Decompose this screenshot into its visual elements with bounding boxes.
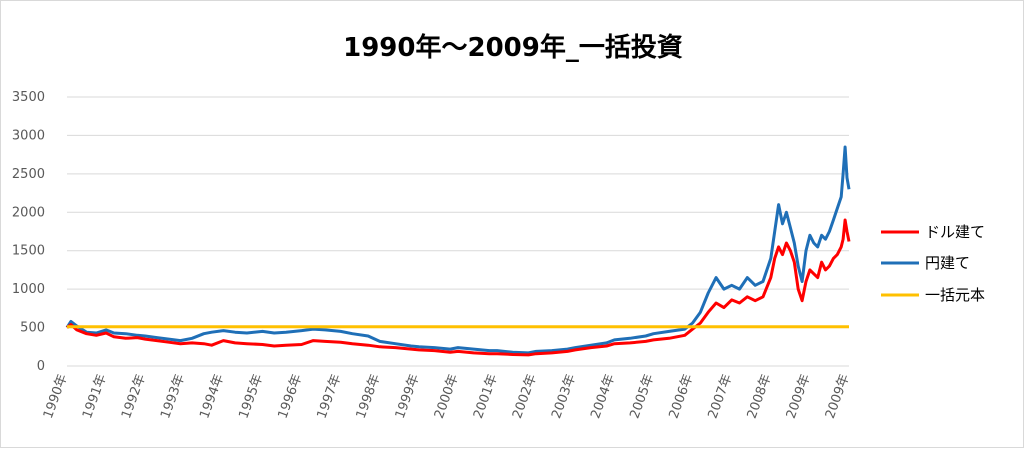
x-tick-label: 1993年 [158,372,188,420]
x-tick-label: 2009年 [823,372,853,420]
x-tick-label: 2000年 [432,372,462,420]
x-tick-label: 1999年 [393,372,423,420]
chart-title: 1990年～2009年_一括投資 [343,32,683,63]
y-tick-label: 0 [37,359,45,374]
x-tick-label: 2003年 [549,372,579,420]
legend-label: 一括元本 [925,286,985,304]
y-tick-label: 2500 [12,167,45,182]
y-axis-ticks: 0 500 1000 1500 2000 2500 3000 3500 [12,90,45,374]
x-tick-label: 1991年 [80,372,110,420]
y-tick-label: 1500 [12,244,45,259]
series-line [65,145,851,355]
x-tick-label: 2007年 [706,372,736,420]
y-tick-label: 2000 [12,205,45,220]
series-line [66,218,851,357]
x-tick-label: 1997年 [315,372,345,420]
y-tick-label: 1000 [12,282,45,297]
x-tick-label: 1992年 [119,372,149,420]
x-tick-label: 1994年 [197,372,227,420]
legend-label: 円建て [925,254,970,272]
x-tick-label: 1998年 [354,372,384,420]
y-tick-label: 500 [20,321,45,336]
y-tick-label: 3500 [12,90,45,105]
series-lines [65,145,851,357]
x-tick-label: 2004年 [588,372,618,420]
x-tick-label: 1995年 [236,372,266,420]
x-tick-label: 1996年 [275,372,305,420]
legend-label: ドル建て [925,223,985,241]
x-tick-label: 2006年 [666,372,696,420]
x-tick-label: 2005年 [627,372,657,420]
x-axis-ticks: 1990年 1991年 1992年 1993年 1994年 1995年 1996年 1997年… [41,372,853,420]
x-tick-label: 2008年 [745,372,775,420]
y-tick-label: 3000 [12,128,45,143]
x-tick-label: 1990年 [41,372,71,420]
x-tick-label: 2009年 [784,372,814,420]
x-tick-label: 2001年 [471,372,501,420]
x-tick-label: 2002年 [510,372,540,420]
